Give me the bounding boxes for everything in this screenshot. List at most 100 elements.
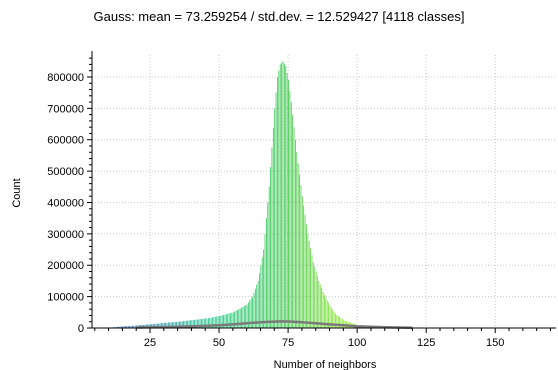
histogram-bar xyxy=(319,284,321,328)
x-tick-label: 125 xyxy=(417,337,435,349)
histogram-bar xyxy=(241,307,242,328)
histogram-bar xyxy=(118,326,120,328)
histogram-bar xyxy=(152,323,154,328)
histogram-bar xyxy=(324,295,325,328)
histogram-bar xyxy=(292,114,294,328)
histogram-bar xyxy=(134,325,136,328)
histogram-bar xyxy=(172,322,173,328)
histogram-bar xyxy=(237,309,238,328)
histogram-bar xyxy=(325,297,327,328)
histogram-bar xyxy=(234,311,236,328)
y-axis-title: Count xyxy=(11,178,23,207)
histogram-bar xyxy=(165,322,166,328)
histogram-bar xyxy=(277,76,278,328)
histogram-bar xyxy=(129,325,131,328)
histogram-bar xyxy=(195,319,197,328)
histogram-bar xyxy=(206,318,208,328)
histogram-bar xyxy=(256,284,258,328)
histogram-bar xyxy=(170,322,172,328)
histogram-bar xyxy=(312,262,314,328)
y-tick-label: 200000 xyxy=(47,260,84,272)
axes xyxy=(87,51,556,333)
chart-title: Gauss: mean = 73.259254 / std.dev. = 12.… xyxy=(93,9,465,24)
histogram-bar xyxy=(133,325,135,328)
histogram-bar xyxy=(126,326,128,328)
histogram-bar xyxy=(330,307,332,328)
histogram-bar xyxy=(185,320,187,328)
x-tick-label: 75 xyxy=(282,337,294,349)
y-tick-label: 600000 xyxy=(47,135,84,147)
histogram-bar xyxy=(119,326,121,328)
histogram-bar xyxy=(154,323,155,328)
histogram-bar xyxy=(210,317,212,328)
histogram-bar xyxy=(248,302,249,328)
histogram-bar xyxy=(192,319,194,328)
histogram-bar xyxy=(221,315,223,328)
histogram-bar xyxy=(167,322,169,328)
histogram-bar xyxy=(243,306,245,328)
histogram-bar xyxy=(282,61,284,328)
histogram-bar xyxy=(278,70,280,329)
y-tick-label: 300000 xyxy=(47,229,84,241)
histogram-bar xyxy=(293,127,295,328)
histogram-bar xyxy=(130,325,132,328)
histogram-bar xyxy=(227,313,229,328)
histogram-bar xyxy=(299,174,300,328)
histogram-bar xyxy=(272,127,274,328)
histogram-bar xyxy=(318,280,320,328)
histogram-bar xyxy=(336,314,338,328)
histogram-bar xyxy=(212,317,213,328)
histogram-bar xyxy=(261,257,263,328)
histogram-bar xyxy=(307,233,309,328)
histogram-bar xyxy=(249,300,251,328)
histogram-bar xyxy=(223,314,224,328)
histogram-bar xyxy=(332,309,334,328)
histogram-bar xyxy=(188,320,190,328)
histogram-bar xyxy=(288,80,289,328)
histogram-bar xyxy=(263,249,265,328)
histogram-bar xyxy=(250,298,252,328)
histogram-bar xyxy=(224,314,226,328)
y-tick-label: 400000 xyxy=(47,197,84,209)
y-tick-label: 100000 xyxy=(47,292,84,304)
histogram-bar xyxy=(219,316,220,328)
histogram-bar xyxy=(328,302,329,328)
histogram-bar xyxy=(177,321,179,328)
y-tick-label: 800000 xyxy=(47,72,84,84)
histogram-bar xyxy=(252,296,253,328)
histogram-bar xyxy=(190,320,191,328)
histogram-bar xyxy=(194,319,195,328)
histogram-bar xyxy=(297,163,299,328)
histogram-bar xyxy=(303,205,305,328)
histogram-bar xyxy=(127,326,129,328)
histogram-bar xyxy=(198,319,200,328)
histogram-bar xyxy=(162,323,164,328)
y-tick-label: 500000 xyxy=(47,166,84,178)
histogram-bar xyxy=(179,321,180,328)
histogram-bar xyxy=(310,247,311,328)
x-tick-label: 50 xyxy=(213,337,225,349)
histogram-bar xyxy=(176,321,178,328)
histogram-bar xyxy=(329,305,331,328)
histogram-bar xyxy=(281,62,282,329)
histogram-bar xyxy=(283,63,285,329)
histogram-bar xyxy=(343,320,345,328)
histogram-bar xyxy=(205,318,207,328)
histogram-bar xyxy=(315,271,317,328)
histogram-bar xyxy=(311,255,313,328)
histogram-bar xyxy=(125,326,126,328)
histogram-bar xyxy=(289,91,291,328)
histogram-bar xyxy=(333,311,335,328)
histogram-bars xyxy=(108,61,440,329)
y-tick-label: 700000 xyxy=(47,103,84,115)
histogram-bar xyxy=(257,280,259,328)
histogram-bar xyxy=(201,319,202,328)
histogram-bar xyxy=(266,218,267,328)
histogram-bar xyxy=(225,314,227,328)
histogram-bar xyxy=(231,312,233,328)
histogram-bar xyxy=(304,215,306,328)
histogram-bar xyxy=(253,292,255,328)
tick-labels: 0 100000 200000 300000 400000 500000 600000 700… xyxy=(47,72,504,349)
x-tick-label: 150 xyxy=(486,337,504,349)
